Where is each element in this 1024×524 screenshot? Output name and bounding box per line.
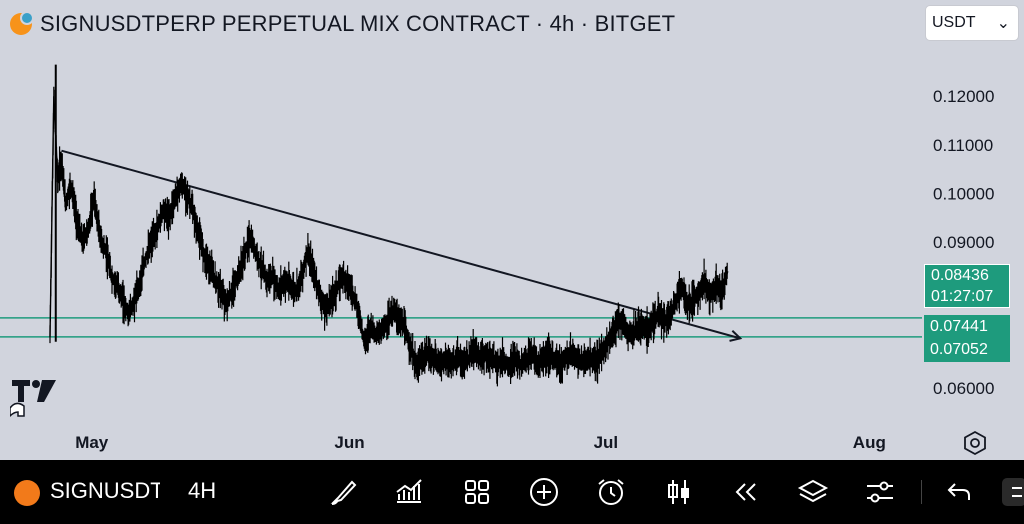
level-badge-upper: 0.07441 [924,315,1010,339]
more-tools-icon[interactable] [998,476,1024,508]
x-tick-label: Jul [594,433,619,452]
trendline[interactable] [61,149,741,340]
toolbar-timeframe[interactable]: 4H [188,478,217,503]
y-tick-label: 0.11000 [933,136,993,155]
currency-value: USDT [932,14,976,31]
currency-select[interactable]: USDT ⌄ [926,6,1018,40]
y-tick-label: 0.06000 [933,379,994,398]
y-tick-label: 0.10000 [933,184,994,203]
chart-settings-icon[interactable] [962,430,988,456]
layers-icon[interactable] [797,476,829,508]
chart-title: SIGNUSDTPERP PERPETUAL MIX CONTRACT · 4h… [40,11,676,36]
replay-icon[interactable] [729,476,761,508]
toolbar-symbol-icon[interactable] [14,480,40,506]
title-bar: SIGNUSDTPERP PERPETUAL MIX CONTRACT · 4h… [10,10,675,38]
current-price-badge: 0.08436 01:27:07 [924,264,1010,308]
add-icon[interactable] [528,476,560,508]
bottom-toolbar: SIGNUSDT 4H [0,460,1024,524]
candle-wicks [49,86,728,387]
y-tick-label: 0.09000 [933,233,994,252]
toolbar-symbol[interactable]: SIGNUSDT [50,478,160,503]
chevron-down-icon: ⌄ [996,15,1010,32]
x-tick-label: May [75,433,109,452]
level-badge-lower: 0.07052 [924,338,1010,362]
price-line [49,96,729,371]
layout-grid-icon[interactable] [461,476,493,508]
x-tick-label: Aug [853,433,886,452]
symbol-logo-icon [10,11,34,35]
chart-area[interactable]: SIGNUSDTPERP PERPETUAL MIX CONTRACT · 4h… [0,0,1024,460]
candles-icon[interactable] [663,476,695,508]
undo-icon[interactable] [943,476,975,508]
current-price: 0.08436 [931,267,989,284]
trendline-arrow [729,330,743,342]
y-tick-label: 0.12000 [933,87,994,106]
price-chart[interactable]: 0.12000 0.11000 0.10000 0.09000 0.06000 May Ju… [0,0,1024,460]
toolbar-separator [921,480,922,504]
candle-countdown: 01:27:07 [931,288,994,305]
alarm-icon[interactable] [595,476,627,508]
brush-icon[interactable] [328,476,360,508]
indicators-icon[interactable] [393,476,425,508]
x-tick-label: Jun [334,433,364,452]
settings-sliders-icon[interactable] [864,476,896,508]
